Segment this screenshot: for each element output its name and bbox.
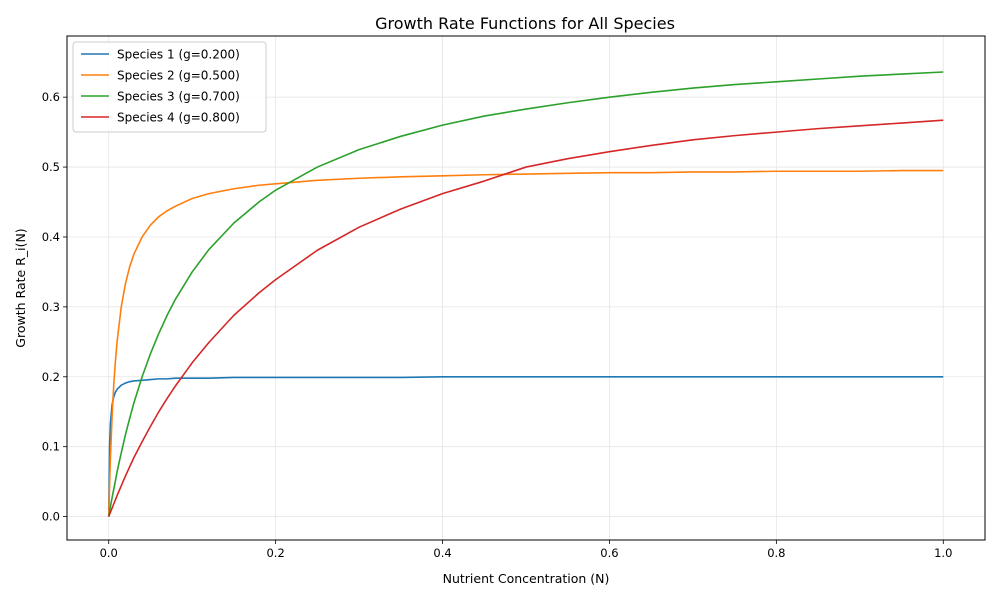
legend-label-species-4: Species 4 (g=0.800) [117, 111, 240, 125]
series-line-species-3 [107, 71, 944, 517]
ticks-layer: 0.0 0.2 0.4 0.6 0.8 1.0 0.0 0.1 0.2 0.3 0.4 0.5 0.6 [42, 90, 953, 560]
y-axis-label: Growth Rate R_i(N) [13, 228, 28, 347]
series-layer [107, 71, 944, 517]
y-tick-label: 0.6 [42, 90, 60, 104]
x-tick-label: 0.8 [767, 546, 785, 560]
chart-title: Growth Rate Functions for All Species [375, 14, 675, 33]
x-tick-label: 1.0 [934, 546, 952, 560]
y-tick-label: 0.2 [42, 370, 60, 384]
y-tick-label: 0.5 [42, 160, 60, 174]
legend-label-species-2: Species 2 (g=0.500) [117, 69, 240, 83]
x-axis-label: Nutrient Concentration (N) [443, 571, 610, 586]
legend: Species 1 (g=0.200) Species 2 (g=0.500) Sp… [72, 41, 267, 133]
grid-layer [67, 36, 985, 540]
x-tick-label: 0.6 [600, 546, 618, 560]
y-tick-label: 0.4 [42, 230, 60, 244]
series-line-species-2 [107, 169, 944, 517]
legend-label-species-3: Species 3 (g=0.700) [117, 90, 240, 104]
y-tick-label: 0.3 [42, 300, 60, 314]
series-line-species-1 [107, 375, 944, 517]
y-tick-label: 0.1 [42, 440, 60, 454]
plot-frame [66, 35, 986, 541]
x-tick-label: 0.2 [266, 546, 284, 560]
x-tick-label: 0.0 [100, 546, 118, 560]
legend-label-species-1: Species 1 (g=0.200) [117, 48, 240, 62]
legend-box [72, 41, 267, 133]
x-tick-label: 0.4 [433, 546, 451, 560]
series-line-species-4 [107, 119, 944, 517]
y-tick-label: 0.0 [42, 510, 60, 524]
